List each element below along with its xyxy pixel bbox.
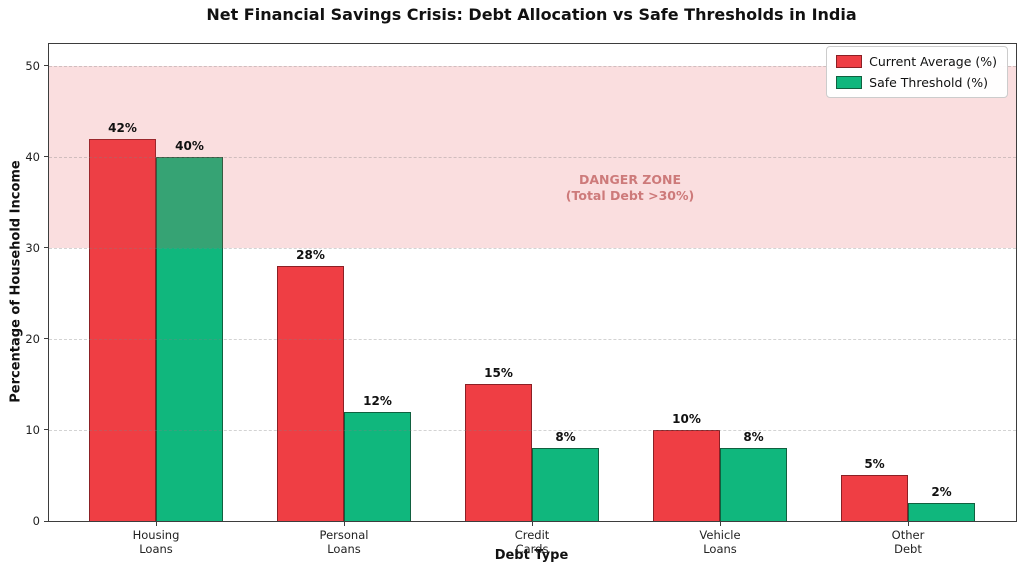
danger-zone-annotation: DANGER ZONE (Total Debt >30%) — [566, 172, 694, 204]
y-tick-mark — [44, 156, 49, 158]
legend-label-current-average: Current Average (%) — [869, 54, 997, 69]
x-tick-label-3: Vehicle Loans — [699, 528, 741, 556]
danger-zone-line2: (Total Debt >30%) — [565, 188, 695, 203]
plot-area: DANGER ZONE (Total Debt >30%) 42% 28% 15% 1… — [25, 43, 1017, 556]
x-tick-mark — [156, 521, 157, 526]
bar-value-label: 8% — [743, 430, 764, 445]
bar-value-label: 5% — [864, 457, 885, 472]
chart-title: Net Financial Savings Crisis: Debt Alloc… — [206, 5, 857, 24]
x-axis-title: Debt Type — [494, 548, 569, 563]
bar-current-1 — [277, 266, 344, 521]
y-tick-label-0: 0 — [32, 514, 40, 528]
y-tick-label-20: 20 — [25, 331, 40, 346]
bar-current-0 — [89, 138, 156, 521]
y-tick-mark — [44, 429, 49, 431]
x-tick-mark — [532, 521, 533, 526]
x-tick-mark — [720, 521, 721, 526]
y-tick-mark — [44, 520, 49, 522]
bar-value-label: 42% — [108, 120, 137, 135]
x-tick-label-0: Housing Loans — [132, 528, 180, 556]
bar-value-label: 8% — [555, 430, 576, 445]
y-axis-title: Percentage of Household Income — [8, 160, 24, 403]
bar-safe-3 — [720, 448, 787, 521]
bar-safe-1 — [344, 411, 411, 521]
y-tick-label-40: 40 — [25, 149, 40, 164]
x-tick-mark — [908, 521, 909, 526]
bar-current-4 — [841, 475, 908, 521]
bar-value-label: 28% — [296, 248, 325, 263]
bar-safe-0 — [156, 156, 223, 521]
y-tick-label-30: 30 — [25, 240, 40, 255]
x-tick-mark — [344, 521, 345, 526]
bar-value-label: 40% — [175, 138, 204, 153]
y-tick-mark — [44, 338, 49, 340]
gridline-50 — [49, 65, 1016, 67]
x-tick-label-1: Personal Loans — [319, 528, 369, 556]
legend: Current Average (%) Safe Threshold (%) — [826, 46, 1008, 98]
gridline-30 — [49, 247, 1016, 249]
legend-row-safe: Safe Threshold (%) — [836, 75, 997, 90]
y-tick-mark — [44, 247, 49, 249]
bar-safe-2 — [532, 448, 599, 521]
bar-value-label: 2% — [931, 484, 952, 499]
y-tick-label-50: 50 — [25, 58, 40, 73]
legend-row-current: Current Average (%) — [836, 54, 997, 69]
y-tick-label-10: 10 — [25, 422, 40, 437]
x-tick-label-4: Other Debt — [891, 528, 925, 556]
gridline-40 — [49, 156, 1016, 158]
bar-current-2 — [465, 384, 532, 521]
gridline-10 — [49, 429, 1016, 431]
bar-current-3 — [653, 429, 720, 521]
bar-value-label: 12% — [363, 393, 392, 408]
bar-value-label: 10% — [672, 411, 701, 426]
legend-label-safe-threshold: Safe Threshold (%) — [869, 75, 989, 90]
legend-swatch-safe-threshold — [836, 76, 863, 89]
legend-swatch-current-average — [836, 55, 863, 68]
bar-value-label: 15% — [484, 366, 513, 381]
danger-zone-line1: DANGER ZONE — [579, 172, 681, 187]
x-tick-label-2: Credit Cards — [514, 528, 550, 556]
gridline-20 — [49, 338, 1016, 340]
bar-safe-4 — [908, 502, 975, 521]
y-tick-mark — [44, 65, 49, 67]
